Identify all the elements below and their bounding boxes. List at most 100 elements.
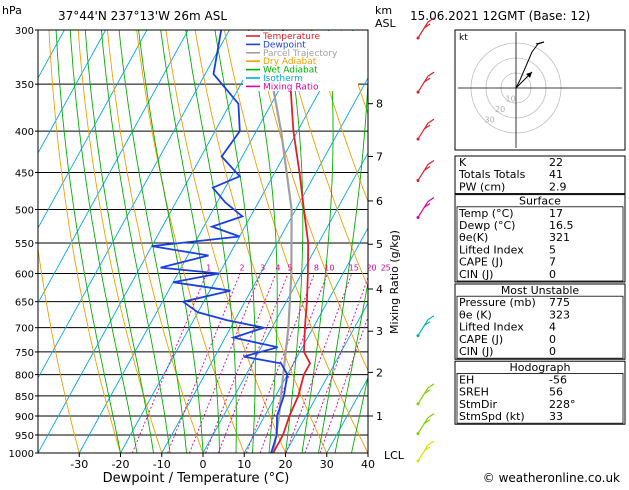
lcl-label: LCL [384,449,405,462]
pressure-tick-label: 950 [15,431,34,442]
pressure-tick-label: 700 [15,324,34,335]
km-tick-label: 2 [376,366,383,379]
km-tick-label: 8 [376,98,383,111]
pressure-tick-labels: 3003504004505005506006507007508008509009… [9,26,38,460]
wind-barb [417,316,435,338]
temperature-tick-label: -20 [112,458,130,471]
stat-value: 0 [549,268,556,281]
pressure-tick-label: 900 [15,412,34,423]
wind-barb [417,160,435,182]
km-tick-label: 6 [376,195,383,208]
km-tick-label: 7 [376,150,383,163]
legend-entry: Mixing Ratio [263,82,319,92]
mixing-ratio-axis-label: Mixing Ratio (g/kg) [388,230,401,334]
stat-label: θe (K) [459,308,492,321]
hodograph-ring-label: 20 [495,105,505,114]
stats-table: K 22 Totals Totals 41 PW (cm) 2.9 Surface Temp … [455,156,625,424]
stat-value: 22 [549,156,563,169]
wind-barbs [417,18,435,463]
stat-label: CAPE (J) [459,333,503,346]
stat-label: Dewp (°C) [459,219,515,232]
stat-value: 321 [549,231,570,244]
stat-value: 4 [549,321,556,334]
stats-section-title: Most Unstable [501,284,580,297]
pressure-tick-label: 500 [15,205,34,216]
stat-label: StmDir [459,398,498,411]
stat-label: Temp (°C) [458,207,514,220]
stat-value: 16.5 [549,219,574,232]
credit-text: © weatheronline.co.uk [483,471,620,485]
mixing-ratio-tick-label: 15 [349,264,359,273]
stat-label: Pressure (mb) [459,296,536,309]
wind-barb [417,197,435,219]
wind-barb [417,72,435,94]
km-tick-label: 1 [376,410,383,423]
pressure-tick-label: 750 [15,348,34,359]
stat-value: 775 [549,296,570,309]
mixing-ratio-tick-label: 10 [324,264,334,273]
stat-value: 228° [549,398,576,411]
stat-value: 33 [549,410,563,423]
pressure-tick-label: 450 [15,168,34,179]
mixing-ratio-tick-label: 2 [239,264,244,273]
pressure-tick-label: 850 [15,392,34,403]
mixing-ratio-tick-label: 5 [287,264,292,273]
stat-label: SREH [459,386,489,399]
mixing-ratio-tick-label: 3 [260,264,265,273]
wind-barb [417,384,435,406]
pressure-tick-label: 600 [15,270,34,281]
stat-value: 2.9 [549,180,567,193]
stat-label: CAPE (J) [459,256,503,269]
stat-label: Totals Totals [458,168,526,181]
temperature-tick-label: 10 [237,458,251,471]
temperature-tick-label: -30 [70,458,88,471]
asl-label: ASL [375,17,397,30]
stat-label: StmSpd (kt) [459,410,525,423]
pressure-tick-label: 800 [15,371,34,382]
temperature-tick-label: 30 [320,458,334,471]
hodograph-unit-label: kt [459,33,468,43]
km-tick-label: 5 [376,238,383,251]
pressure-tick-label: 350 [15,80,34,91]
stat-value: 323 [549,308,570,321]
stat-label: EH [459,373,474,386]
stat-value: 5 [549,243,556,256]
stat-value: 0 [549,333,556,346]
stat-label: θe(K) [459,231,488,244]
x-axis-label: Dewpoint / Temperature (°C) [103,471,290,486]
hodograph-ring-label: 30 [485,116,495,125]
stat-value: -56 [549,373,567,386]
temperature-tick-label: 20 [279,458,293,471]
location-title: 37°44'N 237°13'W 26m ASL [58,9,227,23]
mixing-ratio-tick-label: 4 [275,264,280,273]
stats-section-title: Surface [519,195,561,208]
km-tick-label: 4 [376,283,383,296]
stat-value: 17 [549,207,563,220]
mixing-ratio-tick-label: 1 [206,264,211,273]
stat-label: CIN (J) [459,268,493,281]
wind-barb [417,441,435,463]
stat-value: 0 [549,345,556,358]
stat-value: 41 [549,168,563,181]
stat-value: 7 [549,256,556,269]
stat-label: Lifted Index [459,321,524,334]
wind-barb [417,414,435,436]
stat-label: PW (cm) [459,180,505,193]
pressure-tick-label: 1000 [9,449,34,460]
pressure-tick-label: 300 [15,26,34,37]
wind-barb [417,119,435,140]
stat-label: CIN (J) [459,345,493,358]
mixing-ratio-tick-label: 20 [366,264,376,273]
stat-label: Lifted Index [459,243,524,256]
km-tick-label: 3 [376,325,383,338]
hpa-label: hPa [2,4,22,17]
km-label: km [375,4,392,17]
pressure-tick-label: 650 [15,298,34,309]
hodograph-ring-label: 10 [506,95,516,104]
stat-label: K [459,156,467,169]
mixing-ratio-tick-label: 8 [314,264,319,273]
